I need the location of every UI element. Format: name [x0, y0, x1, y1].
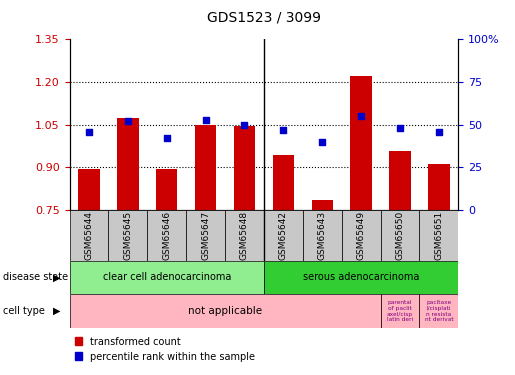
Bar — [428, 164, 450, 210]
Point — [279, 127, 287, 133]
Text: GSM65649: GSM65649 — [357, 211, 366, 260]
Bar — [78, 170, 100, 210]
Bar — [272, 155, 294, 210]
FancyBboxPatch shape — [70, 210, 108, 261]
FancyBboxPatch shape — [225, 210, 264, 261]
Text: clear cell adenocarcinoma: clear cell adenocarcinoma — [102, 273, 231, 282]
Bar — [234, 126, 255, 210]
Point — [241, 122, 249, 128]
Text: GSM65647: GSM65647 — [201, 211, 210, 260]
FancyBboxPatch shape — [381, 294, 420, 328]
Text: percentile rank within the sample: percentile rank within the sample — [90, 352, 255, 362]
Text: GDS1523 / 3099: GDS1523 / 3099 — [207, 10, 321, 24]
FancyBboxPatch shape — [70, 294, 381, 328]
Text: GSM65642: GSM65642 — [279, 211, 288, 260]
Point — [163, 135, 171, 141]
FancyBboxPatch shape — [420, 210, 458, 261]
Bar — [312, 200, 333, 210]
Text: cell type: cell type — [3, 306, 44, 316]
Text: pacltaxe
l/cisplati
n resista
nt derivat: pacltaxe l/cisplati n resista nt derivat — [424, 300, 453, 322]
Text: GSM65646: GSM65646 — [162, 211, 171, 260]
Text: disease state: disease state — [3, 273, 67, 282]
Text: GSM65650: GSM65650 — [396, 211, 404, 260]
Point — [201, 117, 210, 123]
Text: GSM65645: GSM65645 — [124, 211, 132, 260]
Point — [435, 129, 443, 135]
Point — [357, 113, 365, 119]
Bar — [350, 76, 372, 210]
Point — [396, 125, 404, 131]
FancyBboxPatch shape — [420, 294, 458, 328]
Text: serous adenocarcinoma: serous adenocarcinoma — [303, 273, 419, 282]
FancyBboxPatch shape — [108, 210, 147, 261]
Point — [124, 118, 132, 124]
Text: parental
of paclit
axel/cisp
latin deri: parental of paclit axel/cisp latin deri — [387, 300, 413, 322]
FancyBboxPatch shape — [264, 210, 303, 261]
FancyBboxPatch shape — [147, 210, 186, 261]
FancyBboxPatch shape — [70, 261, 264, 294]
Text: GSM65648: GSM65648 — [240, 211, 249, 260]
Point — [85, 129, 93, 135]
Text: ▶: ▶ — [53, 273, 60, 282]
Text: GSM65651: GSM65651 — [435, 211, 443, 260]
Text: transformed count: transformed count — [90, 338, 181, 347]
FancyBboxPatch shape — [303, 210, 342, 261]
Point — [318, 139, 327, 145]
Text: ▶: ▶ — [53, 306, 60, 316]
FancyBboxPatch shape — [186, 210, 225, 261]
FancyBboxPatch shape — [342, 210, 381, 261]
Text: not applicable: not applicable — [188, 306, 262, 316]
Bar — [389, 151, 411, 210]
FancyBboxPatch shape — [264, 261, 458, 294]
Bar — [156, 170, 178, 210]
Text: GSM65644: GSM65644 — [84, 211, 93, 260]
Bar — [195, 125, 216, 210]
Bar — [117, 118, 139, 210]
Text: GSM65643: GSM65643 — [318, 211, 327, 260]
FancyBboxPatch shape — [381, 210, 420, 261]
